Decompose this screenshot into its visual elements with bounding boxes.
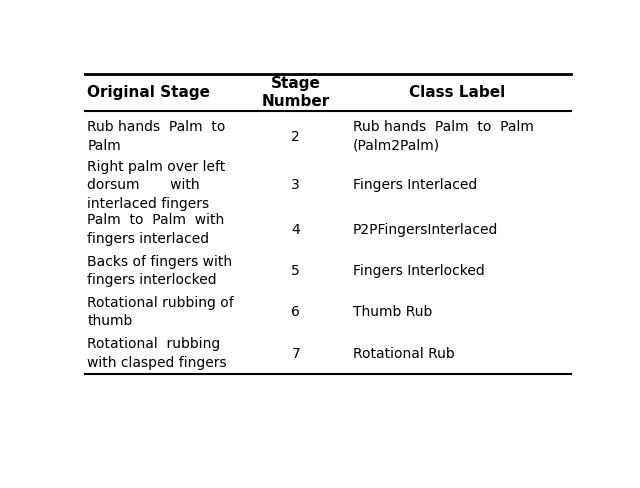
- Text: Fingers Interlocked: Fingers Interlocked: [353, 264, 484, 278]
- Text: Rotational  rubbing
with clasped fingers: Rotational rubbing with clasped fingers: [88, 337, 227, 370]
- Text: Rub hands  Palm  to
Palm: Rub hands Palm to Palm: [88, 121, 226, 153]
- Text: Thumb Rub: Thumb Rub: [353, 305, 432, 319]
- Text: Stage
Number: Stage Number: [262, 76, 330, 108]
- Text: Rub hands  Palm  to  Palm
(Palm2Palm): Rub hands Palm to Palm (Palm2Palm): [353, 121, 534, 153]
- Text: 6: 6: [291, 305, 300, 319]
- Text: Rotational Rub: Rotational Rub: [353, 346, 454, 361]
- Text: 2: 2: [291, 129, 300, 143]
- Text: Palm  to  Palm  with
fingers interlaced: Palm to Palm with fingers interlaced: [88, 213, 225, 246]
- Text: Right palm over left
dorsum       with
interlaced fingers: Right palm over left dorsum with interla…: [88, 160, 226, 211]
- Text: P2PFingersInterlaced: P2PFingersInterlaced: [353, 223, 498, 237]
- Text: Fingers Interlaced: Fingers Interlaced: [353, 179, 477, 192]
- Text: Class Label: Class Label: [409, 85, 505, 100]
- Text: Backs of fingers with
fingers interlocked: Backs of fingers with fingers interlocke…: [88, 255, 232, 287]
- Text: 5: 5: [291, 264, 300, 278]
- Text: 3: 3: [291, 179, 300, 192]
- Text: Rotational rubbing of
thumb: Rotational rubbing of thumb: [88, 296, 234, 328]
- Text: 4: 4: [291, 223, 300, 237]
- Text: 7: 7: [291, 346, 300, 361]
- Text: Original Stage: Original Stage: [88, 85, 211, 100]
